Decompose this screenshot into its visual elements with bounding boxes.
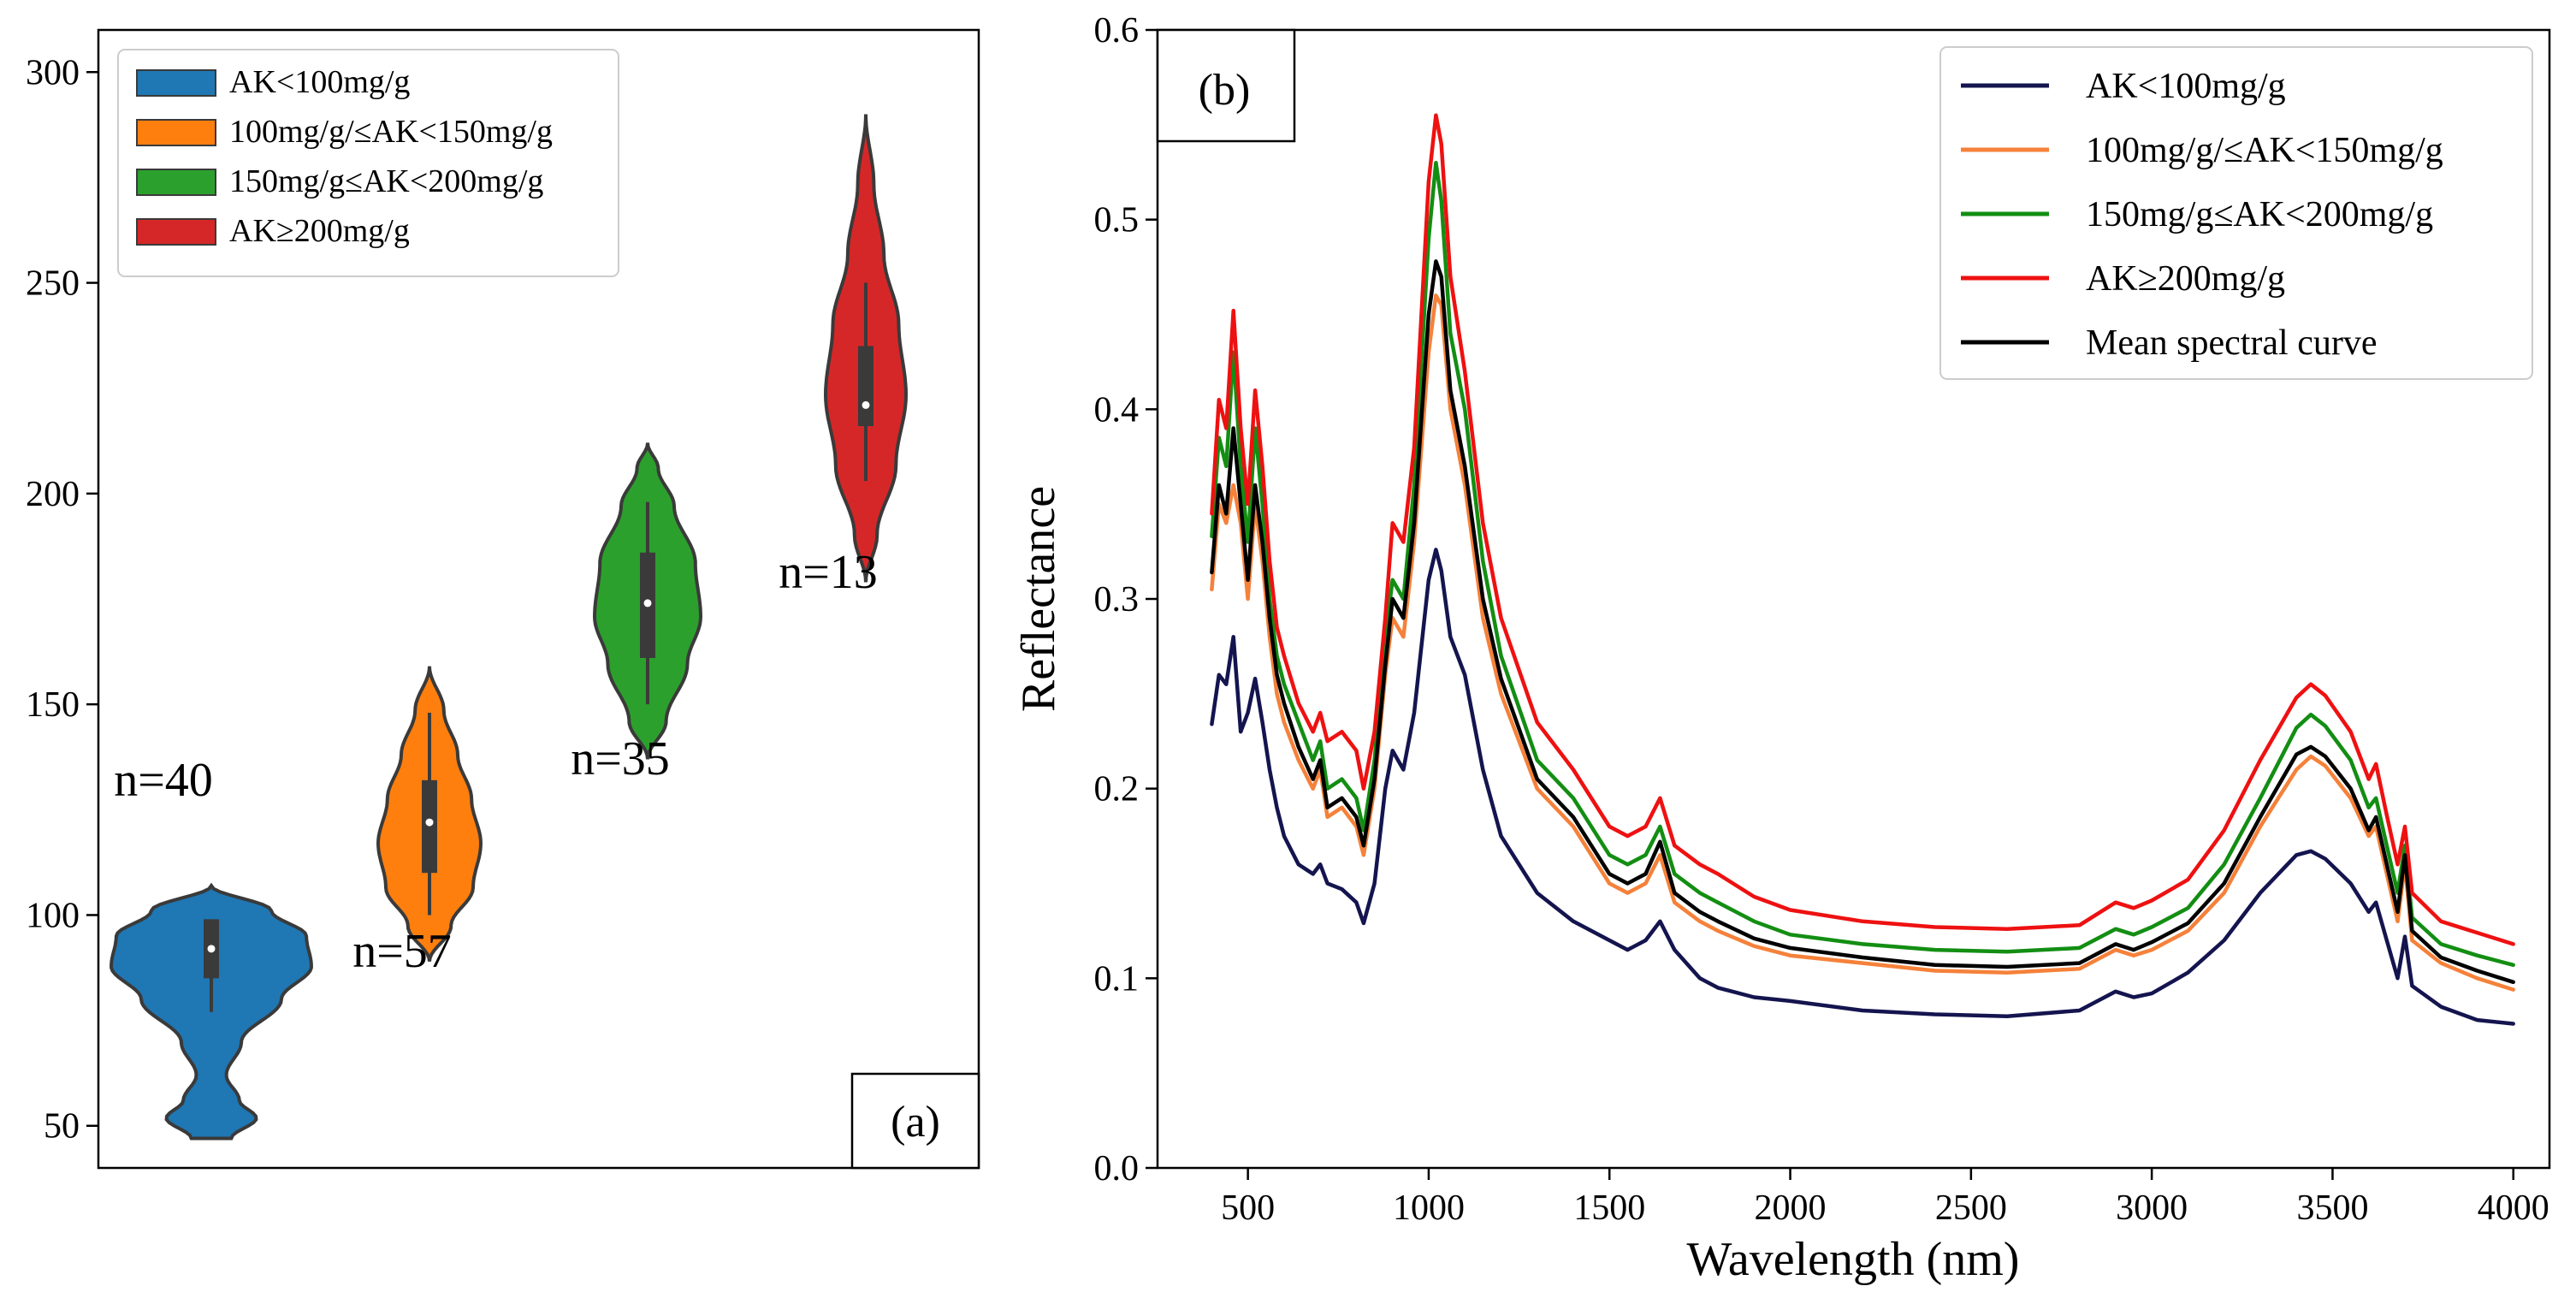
y-tick-label: 200	[26, 475, 80, 514]
violin-legend-swatch-1	[136, 69, 216, 97]
legend-label-5: Mean spectral curve	[2086, 323, 2378, 363]
legend-label-1: AK<100mg/g	[2086, 67, 2286, 106]
series-line-mean	[1210, 259, 2515, 985]
violin-legend-label-4: AK≥200mg/g	[229, 213, 410, 249]
violin-n-label-1: n=40	[114, 754, 213, 807]
violin-iqr-box-4	[858, 346, 873, 427]
violin-legend: AK<100mg/g 100mg/g/≤AK<150mg/g 150mg/g≤AK<…	[117, 49, 619, 277]
spectra-legend: AK<100mg/g 100mg/g/≤AK<150mg/g 150mg/g≤AK<…	[1939, 46, 2533, 380]
y-tick-label: 100	[26, 896, 80, 935]
spectra-legend-box	[1939, 46, 2533, 380]
violin-legend-swatch-3	[136, 169, 216, 196]
violin-median-1	[207, 945, 216, 953]
y-tick-label: 50	[44, 1107, 80, 1147]
x-tick-label: 1000	[1393, 1188, 1465, 1228]
violin-n-label-4: n=13	[779, 546, 878, 599]
violin-n-labels: n=40 n=57 n=35 n=13	[114, 546, 878, 978]
x-tick-label: 2500	[1935, 1188, 2007, 1228]
x-tick-label: 3000	[2116, 1188, 2188, 1228]
y-tick-label: 0.6	[1094, 11, 1140, 50]
x-tick-label: 2000	[1755, 1188, 1827, 1228]
y-tick-label: 0.5	[1094, 201, 1140, 240]
panel-a-label-box: (a)	[850, 1072, 980, 1170]
violin-legend-label-3: 150mg/g≤AK<200mg/g	[229, 163, 543, 199]
violin-bodies	[110, 114, 909, 1141]
panel-b-label: (b)	[1199, 66, 1251, 115]
y-tick-label: 0.1	[1094, 959, 1140, 999]
violin-n-label-3: n=35	[571, 732, 670, 785]
violin-y-axis: 50 100 150 200 250 300	[26, 53, 98, 1147]
violin-legend-swatch-4	[136, 218, 216, 246]
spectra-panel: 0.0 0.1 0.2 0.3 0.4 0.5 0.6 500 1000 1500 2000 2500…	[1012, 11, 2551, 1286]
violin-legend-swatch-2	[136, 119, 216, 146]
violin-median-4	[862, 400, 870, 409]
series-line-ak-lt-100	[1210, 548, 2515, 1026]
panel-a-label: (a)	[891, 1098, 940, 1147]
x-tick-label: 3500	[2296, 1188, 2368, 1228]
y-tick-label: 250	[26, 264, 80, 304]
y-tick-label: 150	[26, 685, 80, 725]
series-line-ak-150-200	[1210, 160, 2515, 968]
violin-body-1	[110, 882, 313, 1141]
y-tick-label: 0.2	[1094, 770, 1140, 809]
violin-median-3	[643, 599, 652, 607]
violin-iqr-box-2	[422, 779, 437, 874]
violin-legend-label-1: AK<100mg/g	[229, 64, 410, 100]
legend-label-3: 150mg/g≤AK<200mg/g	[2086, 195, 2433, 234]
y-axis-label: Reflectance	[1012, 486, 1065, 712]
violin-median-2	[425, 818, 434, 827]
spectra-axes-ticks: 0.0 0.1 0.2 0.3 0.4 0.5 0.6 500 1000 1500 2000 2500…	[1094, 11, 2549, 1228]
x-tick-label: 500	[1221, 1188, 1275, 1228]
series-line-ak-ge-200	[1210, 113, 2515, 946]
y-tick-label: 300	[26, 53, 80, 92]
violin-panel: 50 100 150 200 250 300 n=40 n=57 n=35 n=13 AK<10…	[26, 28, 980, 1170]
y-tick-label: 0.4	[1094, 390, 1140, 430]
y-tick-label: 0.0	[1094, 1149, 1140, 1188]
violin-legend-label-2: 100mg/g/≤AK<150mg/g	[229, 114, 553, 150]
spectra-lines	[1210, 113, 2515, 1026]
legend-label-4: AK≥200mg/g	[2086, 259, 2285, 299]
violin-legend-box	[117, 49, 619, 277]
legend-label-2: 100mg/g/≤AK<150mg/g	[2086, 131, 2443, 170]
x-tick-label: 1500	[1573, 1188, 1645, 1228]
y-tick-label: 0.3	[1094, 580, 1140, 619]
series-line-ak-100-150	[1210, 293, 2515, 992]
panel-b-label-box: (b)	[1156, 28, 1296, 143]
violin-n-label-2: n=57	[352, 925, 452, 978]
x-axis-label: Wavelength (nm)	[1687, 1233, 2020, 1286]
x-tick-label: 4000	[2478, 1188, 2549, 1228]
